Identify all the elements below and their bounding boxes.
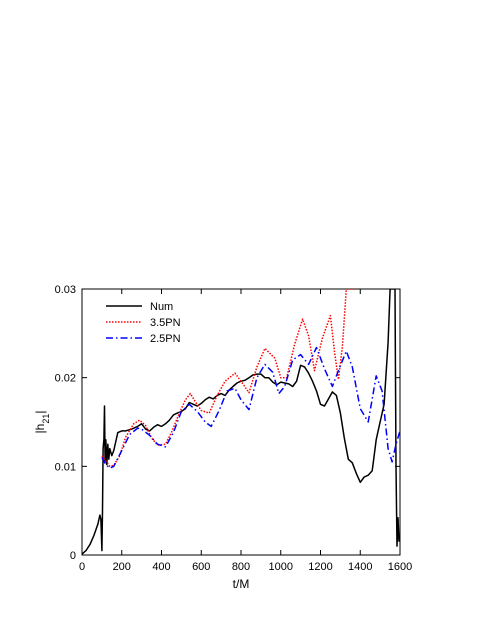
x-tick-label: 200 — [113, 561, 131, 573]
x-tick-label: 1000 — [269, 561, 293, 573]
y-tick-label: 0.03 — [55, 284, 76, 296]
y-axis-label: |h21| — [33, 411, 51, 434]
x-tick-label: 0 — [79, 561, 85, 573]
y-tick-label: 0.02 — [55, 373, 76, 385]
axis-tick-labels: 0 200 400 600 800 1000 1200 1400 1600 0 0.01 0.02 0.… — [55, 284, 413, 573]
plot-frame — [81, 288, 401, 556]
x-tick-label: 1600 — [388, 561, 412, 573]
x-axis-label: t/M — [233, 577, 250, 591]
series-line-3-5pn — [101, 289, 357, 468]
axis-ticks — [81, 288, 401, 556]
series-line-2-5pn — [101, 346, 400, 469]
x-tick-label: 800 — [232, 561, 250, 573]
legend: Num 3.5PN 2.5PN — [106, 301, 181, 345]
series-lines — [82, 289, 400, 555]
series-line-num — [82, 289, 400, 555]
y-axis-label-sub: 21 — [41, 414, 51, 424]
x-tick-label: 1400 — [348, 561, 372, 573]
x-tick-label: 1200 — [308, 561, 332, 573]
y-tick-label: 0.01 — [55, 461, 76, 473]
legend-label-2-5pn: 2.5PN — [150, 333, 181, 345]
x-tick-label: 600 — [192, 561, 210, 573]
legend-label-num: Num — [150, 301, 173, 313]
y-tick-label: 0 — [70, 550, 76, 562]
y-axis-label-tail: | — [33, 411, 47, 414]
x-tick-label: 400 — [152, 561, 170, 573]
y-axis-label-main: |h — [33, 424, 47, 434]
legend-label-3-5pn: 3.5PN — [150, 317, 181, 329]
